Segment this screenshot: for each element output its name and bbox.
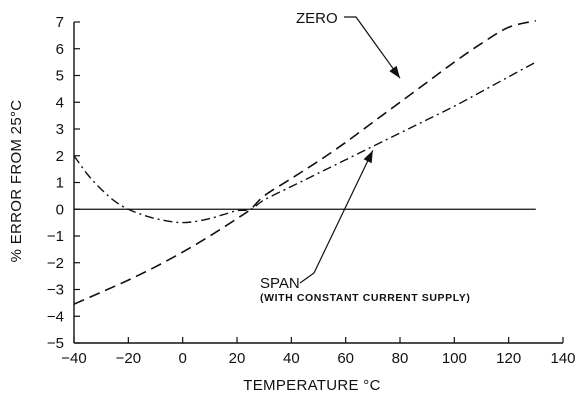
y-tick-label: 0 — [56, 201, 64, 218]
zero-arrowhead — [389, 65, 400, 79]
x-tick-label: 20 — [229, 350, 246, 367]
y-axis-title: % ERROR FROM 25°C — [8, 100, 25, 263]
x-ticks: −40 −20 0 20 40 60 80 100 120 140 — [61, 337, 576, 367]
span-leader-line — [299, 150, 374, 284]
annotations: ZERO SPAN (WITH CONSTANT CURRENT SUPPLY) — [260, 10, 471, 304]
y-tick-label: 4 — [56, 94, 64, 111]
x-tick-label: 100 — [442, 350, 467, 367]
x-tick-label: 120 — [496, 350, 521, 367]
span-arrowhead — [363, 150, 373, 164]
x-tick-label: 80 — [392, 350, 409, 367]
x-axis-title: TEMPERATURE °C — [243, 377, 380, 394]
x-tick-label: 60 — [337, 350, 354, 367]
y-tick-label: 2 — [56, 148, 64, 165]
y-tick-label: 1 — [56, 175, 64, 192]
y-tick-label: 6 — [56, 41, 64, 58]
y-tick-label: 5 — [56, 68, 64, 85]
y-tick-label: −2 — [47, 255, 64, 272]
zero-leader-line — [344, 16, 401, 79]
y-tick-label: −4 — [47, 308, 64, 325]
y-tick-label: 7 — [56, 14, 64, 31]
series-layer — [73, 19, 537, 305]
x-tick-label: −20 — [116, 350, 141, 367]
y-tick-label: −1 — [47, 228, 64, 245]
zero-annotation-label: ZERO — [296, 10, 338, 27]
y-tick-label: −3 — [47, 282, 64, 299]
x-tick-label: 140 — [550, 350, 575, 367]
x-tick-label: 40 — [283, 350, 300, 367]
span-annotation-label: SPAN — [260, 275, 300, 292]
series-line-span — [73, 61, 537, 224]
series-line-zero — [73, 19, 536, 305]
x-tick-label: 0 — [178, 350, 186, 367]
y-ticks: −5 −4 −3 −2 −1 0 1 2 3 4 5 6 7 — [47, 14, 80, 352]
x-tick-label: −40 — [61, 350, 86, 367]
y-tick-label: 3 — [56, 121, 64, 138]
span-annotation-subtext: (WITH CONSTANT CURRENT SUPPLY) — [260, 292, 471, 304]
y-tick-label: −5 — [47, 335, 64, 352]
